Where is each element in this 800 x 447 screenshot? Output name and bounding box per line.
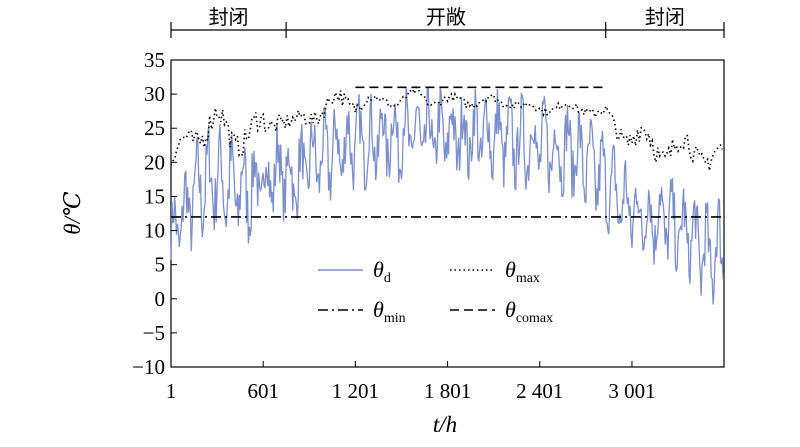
y-axis: 35 30 25 20 15 10 5 0 −5 −10 xyxy=(132,48,177,379)
x-tick-label: 1 201 xyxy=(332,379,379,403)
legend-entry-label: θd xyxy=(373,257,391,286)
series-dotted-line xyxy=(170,86,724,171)
x-tick-label: 2 401 xyxy=(516,379,563,403)
y-tick-label: 15 xyxy=(144,184,165,208)
y-tick-label: 30 xyxy=(144,82,165,106)
y-axis-title: θ/℃ xyxy=(60,191,85,235)
series-layer xyxy=(170,86,724,305)
legend-entry-label: θmin xyxy=(373,297,406,326)
legend: θd θmax θmin θcomax xyxy=(318,257,553,326)
legend-entry-label: θmax xyxy=(505,257,540,286)
y-tick-label: 10 xyxy=(144,219,165,243)
y-tick-label: 35 xyxy=(144,48,165,72)
plot-area: 35 30 25 20 15 10 5 0 −5 −10 1 601 1 201 1 801 2 401 3… xyxy=(132,48,725,403)
y-tick-label: 0 xyxy=(155,287,166,311)
series-solid-line xyxy=(170,86,724,305)
x-tick-label: 3 001 xyxy=(608,379,655,403)
x-tick-label: 601 xyxy=(247,379,279,403)
x-tick-label: 1 801 xyxy=(424,379,471,403)
y-tick-label: −10 xyxy=(132,355,165,379)
region-label: 开敞 xyxy=(426,5,466,29)
x-tick-label: 1 xyxy=(166,379,177,403)
x-axis-title: t/h xyxy=(433,412,457,437)
x-axis: 1 601 1 201 1 801 2 401 3 001 xyxy=(166,361,656,403)
region-label: 封闭 xyxy=(209,5,249,29)
y-tick-label: 20 xyxy=(144,150,165,174)
region-label: 封闭 xyxy=(645,5,685,29)
legend-entry-label: θcomax xyxy=(505,297,553,326)
y-tick-label: 25 xyxy=(144,116,165,140)
y-tick-label: 5 xyxy=(155,253,166,277)
region-bar: 封闭 开敞 封闭 xyxy=(170,5,725,38)
y-tick-label: −5 xyxy=(143,321,165,345)
